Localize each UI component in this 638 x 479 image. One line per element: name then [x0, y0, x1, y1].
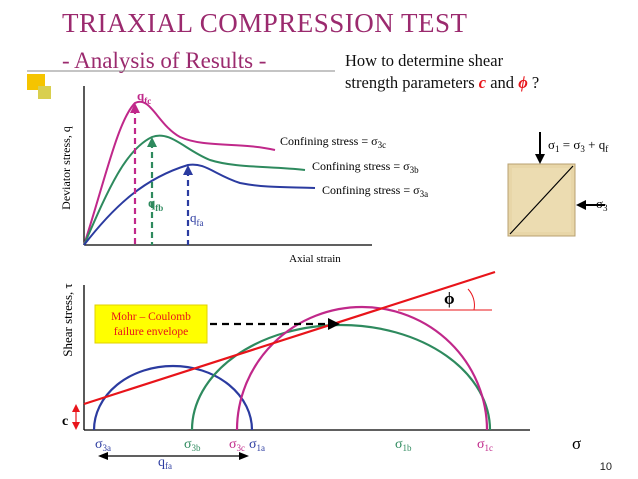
- qfb-arrowhead: [147, 137, 157, 147]
- slide-number: 10: [599, 461, 612, 473]
- sigma3a-label: σ3a: [95, 437, 111, 453]
- confining-3c-label: Confining stress = σ3c: [280, 134, 386, 150]
- top-chart: Deviator stress, q Axial strain qfc qfb …: [59, 86, 428, 265]
- sigma3-label: σ3: [596, 196, 608, 213]
- top-y-label: Deviator stress, q: [59, 126, 73, 210]
- slide-title: TRIAXIAL COMPRESSION TEST: [62, 8, 468, 38]
- sigma3-arrowhead: [576, 200, 586, 210]
- confining-3a-label: Confining stress = σ3a: [322, 183, 428, 199]
- sigma3c-label: σ3c: [229, 437, 245, 453]
- sigma-axis-label: σ: [572, 434, 581, 453]
- tau-axis-label: Shear stress, τ: [60, 283, 75, 356]
- c-arrowhead-bottom: [72, 422, 80, 430]
- qfa-span-left-head: [98, 452, 108, 460]
- phi-arc: [467, 288, 475, 311]
- specimen-diagram: σ1 = σ3 + qf σ3: [507, 132, 608, 237]
- qfc-arrowhead: [130, 103, 140, 113]
- mohr-chart: Shear stress, τ σ ϕ c Mohr – Coulomb fai…: [60, 270, 581, 471]
- question-text: How to determine shear strength paramete…: [345, 50, 539, 94]
- curve-3a: [83, 163, 316, 246]
- c-arrowhead-top: [72, 404, 80, 412]
- mohr-circle-a: [92, 364, 254, 431]
- question-line2: strength parameters c and ϕ ?: [345, 73, 540, 92]
- qfb-label: qfb: [148, 195, 163, 213]
- qfa-arrowhead: [183, 165, 193, 175]
- envelope-label-box: [94, 304, 208, 344]
- phi-label: ϕ: [444, 289, 455, 308]
- sigma1-arrowhead: [535, 154, 545, 164]
- question-line1: How to determine shear: [345, 51, 504, 70]
- envelope-label-line1: Mohr – Coulomb: [111, 311, 191, 323]
- top-x-label: Axial strain: [289, 253, 341, 265]
- envelope-label-line2: failure envelope: [114, 326, 188, 338]
- envelope-pointer-head: [328, 318, 340, 330]
- qfa-label: qfa: [190, 210, 204, 228]
- qfc-label: qfc: [137, 88, 151, 106]
- sigma3b-label: σ3b: [184, 437, 201, 453]
- c-label: c: [62, 414, 68, 429]
- failure-plane: [509, 165, 574, 235]
- sigma1b-label: σ1b: [395, 437, 412, 453]
- failure-envelope-line: [83, 270, 496, 406]
- qfa-span-label: qfa: [158, 455, 172, 471]
- curve-3c: [83, 100, 276, 246]
- accent-square-olive: [38, 86, 51, 99]
- qfa-span-right-head: [239, 452, 249, 460]
- confining-3b-label: Confining stress = σ3b: [312, 159, 419, 175]
- slide-subtitle: - Analysis of Results -: [62, 48, 267, 73]
- mohr-circle-b: [190, 323, 492, 431]
- sigma1c-label: σ1c: [477, 437, 493, 453]
- mohr-circle-c: [235, 305, 489, 431]
- sigma1-label: σ1 = σ3 + qf: [548, 137, 608, 154]
- curve-3b: [83, 134, 306, 246]
- sigma1a-label: σ1a: [249, 437, 265, 453]
